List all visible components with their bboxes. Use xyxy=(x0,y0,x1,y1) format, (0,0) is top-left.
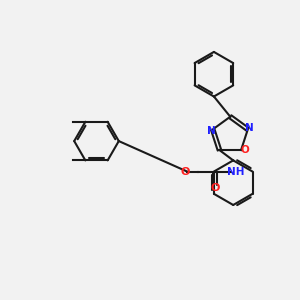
Text: O: O xyxy=(180,167,190,176)
Text: NH: NH xyxy=(227,167,245,176)
Text: N: N xyxy=(207,126,216,136)
Text: O: O xyxy=(210,184,220,194)
Text: N: N xyxy=(245,123,254,133)
Text: O: O xyxy=(240,145,249,155)
